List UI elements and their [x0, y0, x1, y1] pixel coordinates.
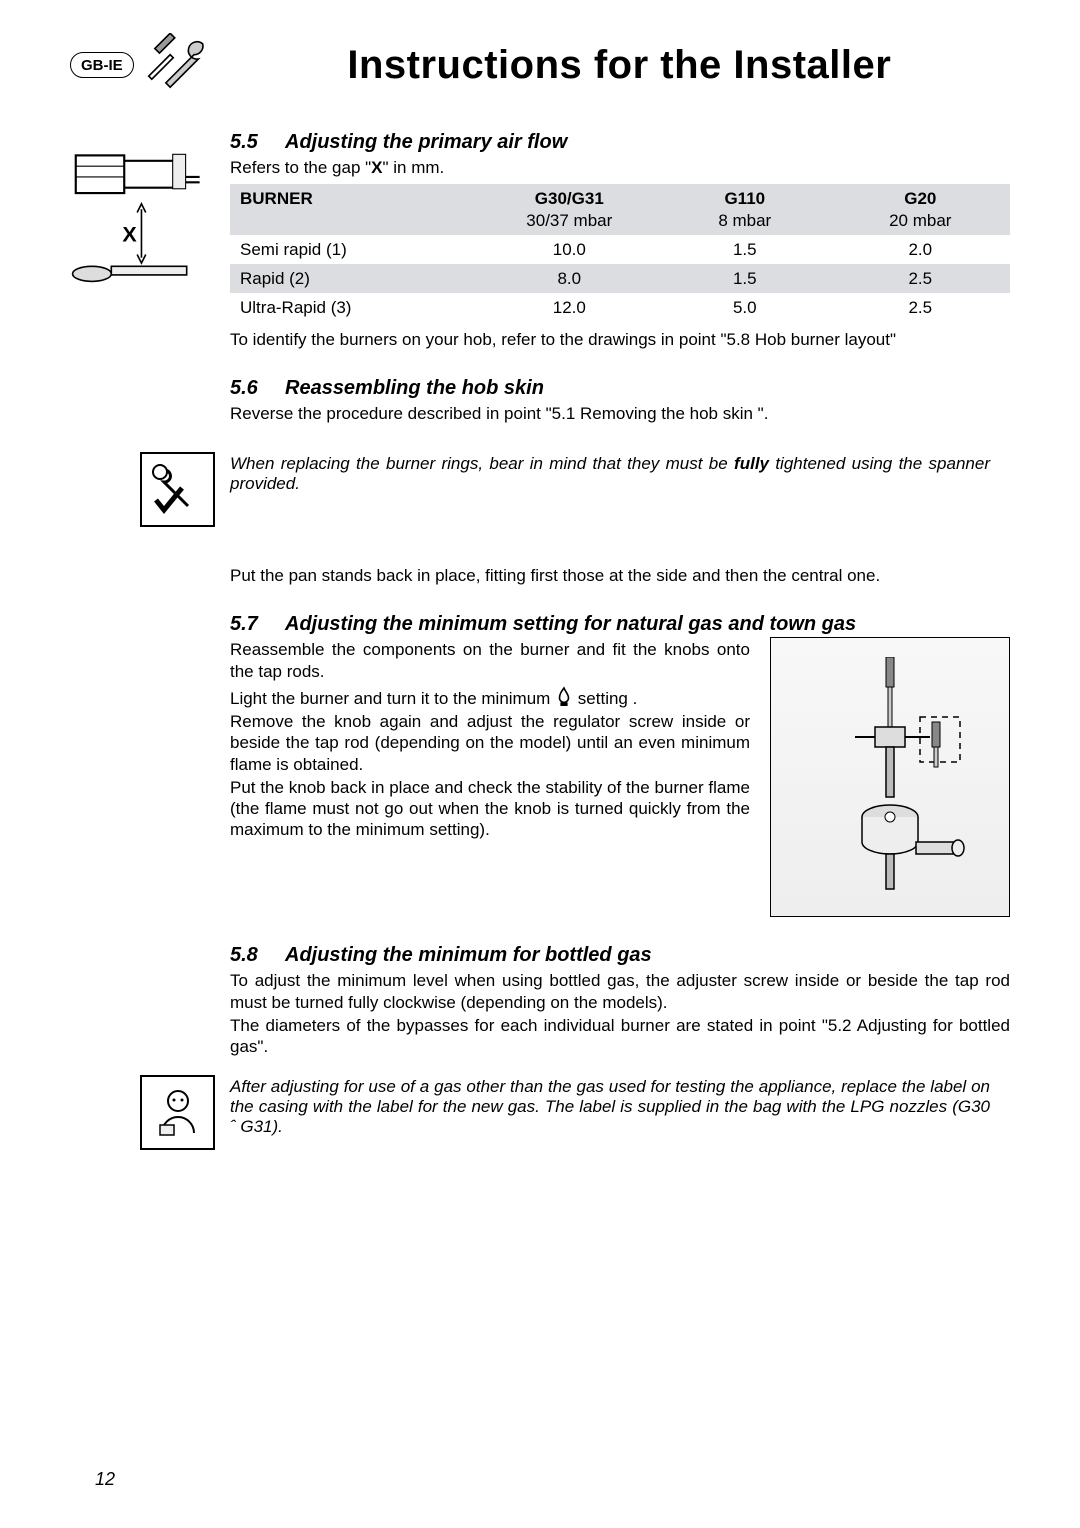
col-header: G20 20 mbar	[831, 184, 1010, 235]
text: " in mm.	[383, 158, 445, 177]
text: G20	[904, 189, 936, 208]
text: When replacing the burner rings, bear in…	[230, 454, 734, 473]
col-header: G30/G31 30/37 mbar	[480, 184, 659, 235]
cell: Ultra-Rapid (3)	[230, 293, 480, 322]
gap-letter: X	[371, 158, 382, 177]
text: G110	[724, 189, 765, 208]
table-row: Semi rapid (1) 10.0 1.5 2.0	[230, 235, 1010, 264]
text: fully	[734, 454, 769, 473]
page-number: 12	[95, 1469, 115, 1490]
cell: 5.0	[659, 293, 831, 322]
cell: 10.0	[480, 235, 659, 264]
small-flame-icon	[555, 686, 573, 708]
air-flow-table: BURNER G30/G31 30/37 mbar G110 8 mbar G2…	[230, 184, 1010, 322]
cell: 1.5	[659, 264, 831, 293]
section-number: 5.5	[230, 130, 285, 155]
cell: Rapid (2)	[230, 264, 480, 293]
country-badge: GB-IE	[70, 52, 134, 78]
col-header: G110 8 mbar	[659, 184, 831, 235]
note-label: After adjusting for use of a gas other t…	[140, 1075, 1010, 1150]
section-number: 5.6	[230, 376, 285, 401]
table-row: Ultra-Rapid (3) 12.0 5.0 2.5	[230, 293, 1010, 322]
cell: Semi rapid (1)	[230, 235, 480, 264]
section-5-8-p1: To adjust the minimum level when using b…	[230, 970, 1010, 1013]
table-header-row: BURNER G30/G31 30/37 mbar G110 8 mbar G2…	[230, 184, 1010, 235]
section-5-5-after: To identify the burners on your hob, ref…	[230, 329, 1010, 350]
section-5-5-title: 5.5Adjusting the primary air flow	[230, 130, 1010, 155]
table-row: Rapid (2) 8.0 1.5 2.5	[230, 264, 1010, 293]
person-label-icon	[140, 1075, 215, 1150]
cell: 2.0	[831, 235, 1010, 264]
svg-text:X: X	[122, 223, 137, 247]
section-heading: Adjusting the minimum for bottled gas	[285, 944, 652, 966]
cell: 1.5	[659, 235, 831, 264]
page-header: GB-IE Instructions for the Installer	[70, 30, 1010, 100]
section-number: 5.7	[230, 612, 285, 637]
section-5-5-intro: Refers to the gap "X" in mm.	[230, 157, 1010, 178]
section-5-6-after-note: Put the pan stands back in place, fittin…	[230, 565, 1010, 586]
air-gap-diagram: X	[70, 150, 220, 295]
tools-icon	[144, 30, 219, 100]
text: 20 mbar	[889, 211, 951, 230]
text: G30/G31	[535, 189, 604, 208]
text: BURNER	[240, 189, 313, 208]
section-5-7-title: 5.7Adjusting the minimum setting for nat…	[230, 612, 1010, 637]
section-5-6-title: 5.6Reassembling the hob skin	[230, 376, 1010, 401]
text: Refers to the gap "	[230, 158, 371, 177]
section-heading: Adjusting the minimum setting for natura…	[285, 613, 856, 635]
section-5-6-text: Reverse the procedure described in point…	[230, 403, 1010, 424]
text: Light the burner and turn it to the mini…	[230, 689, 555, 708]
text: 8 mbar	[718, 211, 771, 230]
note-spanner: When replacing the burner rings, bear in…	[140, 452, 1010, 527]
cell: 12.0	[480, 293, 659, 322]
tap-rod-diagram	[770, 637, 1010, 917]
section-5-8-title: 5.8Adjusting the minimum for bottled gas	[230, 943, 1010, 968]
cell: 2.5	[831, 264, 1010, 293]
text: setting .	[578, 689, 638, 708]
note-text: After adjusting for use of a gas other t…	[230, 1077, 1010, 1137]
col-header: BURNER	[230, 184, 480, 235]
section-heading: Adjusting the primary air flow	[285, 131, 567, 153]
page-title: Instructions for the Installer	[229, 43, 1010, 88]
section-heading: Reassembling the hob skin	[285, 377, 544, 399]
section-5-8-p2: The diameters of the bypasses for each i…	[230, 1015, 1010, 1058]
cell: 2.5	[831, 293, 1010, 322]
cell: 8.0	[480, 264, 659, 293]
note-text: When replacing the burner rings, bear in…	[230, 454, 1010, 494]
section-number: 5.8	[230, 943, 285, 968]
spanner-check-icon	[140, 452, 215, 527]
text: 30/37 mbar	[526, 211, 612, 230]
